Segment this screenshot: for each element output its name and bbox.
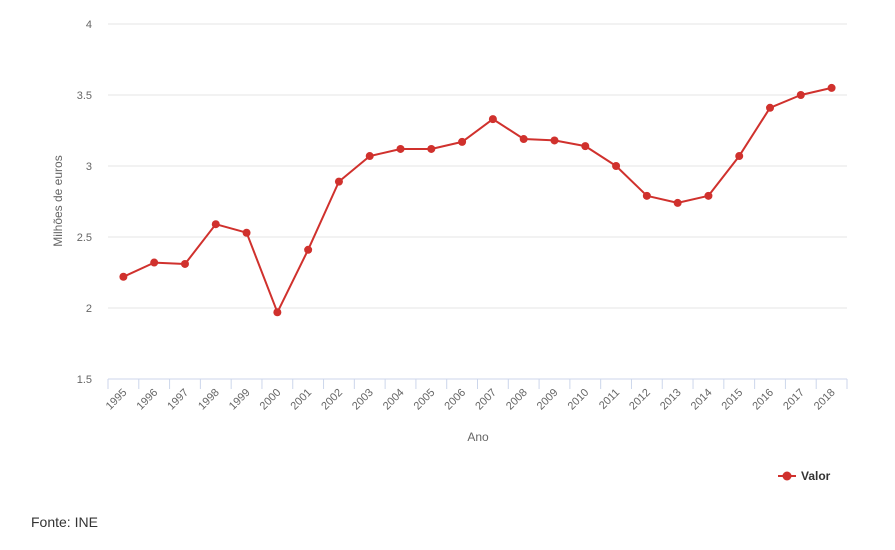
y-tick-label: 1.5 bbox=[77, 374, 92, 386]
y-tick-label: 3 bbox=[86, 161, 92, 173]
data-point[interactable] bbox=[119, 272, 128, 281]
data-point[interactable] bbox=[211, 220, 220, 229]
legend-point-marker bbox=[782, 471, 792, 481]
series-line bbox=[122, 86, 832, 314]
legend[interactable]: Valor bbox=[778, 469, 831, 483]
x-tick-label: 1997 bbox=[165, 387, 191, 413]
data-point[interactable] bbox=[365, 152, 374, 161]
x-tick-label: 2012 bbox=[627, 387, 653, 413]
y-axis-ticks: 1.5 2 2.5 3 3.5 4 bbox=[77, 19, 92, 386]
x-tick-label: 2016 bbox=[750, 387, 776, 413]
gridlines bbox=[108, 23, 847, 309]
x-tick-label: 2015 bbox=[720, 387, 746, 413]
y-axis-title: Milhões de euros bbox=[51, 155, 65, 246]
x-tick-label: 2010 bbox=[566, 387, 592, 413]
x-tick-label: 2004 bbox=[381, 387, 407, 413]
x-axis: 1995 1996 1997 1998 1999 2000 2001 2002 2003 2004… bbox=[104, 378, 848, 413]
data-point[interactable] bbox=[273, 308, 282, 317]
data-point[interactable] bbox=[488, 115, 497, 124]
x-tick-label: 2008 bbox=[504, 387, 530, 413]
data-point[interactable] bbox=[242, 228, 251, 237]
data-point[interactable] bbox=[427, 144, 436, 153]
data-point[interactable] bbox=[581, 142, 590, 151]
x-tick-label: 2001 bbox=[288, 387, 314, 413]
x-tick-label: 2017 bbox=[781, 387, 807, 413]
x-tick-label: 2000 bbox=[258, 387, 284, 413]
source-note: Fonte: INE bbox=[31, 514, 98, 530]
legend-label-valor: Valor bbox=[801, 469, 831, 483]
data-point[interactable] bbox=[642, 191, 651, 200]
x-tick-label: 2011 bbox=[597, 387, 622, 412]
data-point[interactable] bbox=[735, 152, 744, 161]
x-tick-label: 2014 bbox=[689, 387, 715, 413]
x-tick-label: 2005 bbox=[412, 387, 438, 413]
data-point[interactable] bbox=[334, 177, 343, 186]
data-point[interactable] bbox=[180, 259, 189, 268]
x-tick-label: 2018 bbox=[812, 387, 838, 413]
data-point[interactable] bbox=[150, 258, 159, 267]
x-tick-label: 2006 bbox=[442, 387, 468, 413]
y-tick-label: 2 bbox=[86, 303, 92, 315]
data-point[interactable] bbox=[550, 136, 559, 145]
x-tick-label: 2002 bbox=[319, 387, 345, 413]
x-tick-label: 1996 bbox=[135, 387, 161, 413]
x-tick-label: 1999 bbox=[227, 387, 253, 413]
data-point[interactable] bbox=[612, 162, 621, 170]
x-tick-label: 2013 bbox=[658, 387, 684, 413]
data-point[interactable] bbox=[796, 91, 805, 99]
x-tick-label: 2007 bbox=[473, 387, 499, 413]
x-tick-label: 1998 bbox=[196, 387, 222, 413]
data-point[interactable] bbox=[704, 191, 713, 200]
data-point[interactable] bbox=[458, 137, 467, 146]
data-point[interactable] bbox=[673, 198, 682, 207]
x-tick-label: 2009 bbox=[535, 387, 561, 413]
series-group bbox=[119, 83, 836, 317]
x-tick-label: 2003 bbox=[350, 387, 376, 413]
data-point[interactable] bbox=[396, 144, 405, 153]
x-tick-label: 1995 bbox=[104, 387, 130, 413]
data-point[interactable] bbox=[304, 245, 313, 254]
y-tick-label: 2.5 bbox=[77, 232, 92, 244]
data-point[interactable] bbox=[766, 103, 775, 112]
y-tick-label: 4 bbox=[86, 19, 92, 31]
y-tick-label: 3.5 bbox=[77, 90, 92, 102]
x-axis-title: Ano bbox=[467, 430, 489, 444]
data-point[interactable] bbox=[519, 135, 528, 144]
data-point[interactable] bbox=[827, 83, 836, 92]
